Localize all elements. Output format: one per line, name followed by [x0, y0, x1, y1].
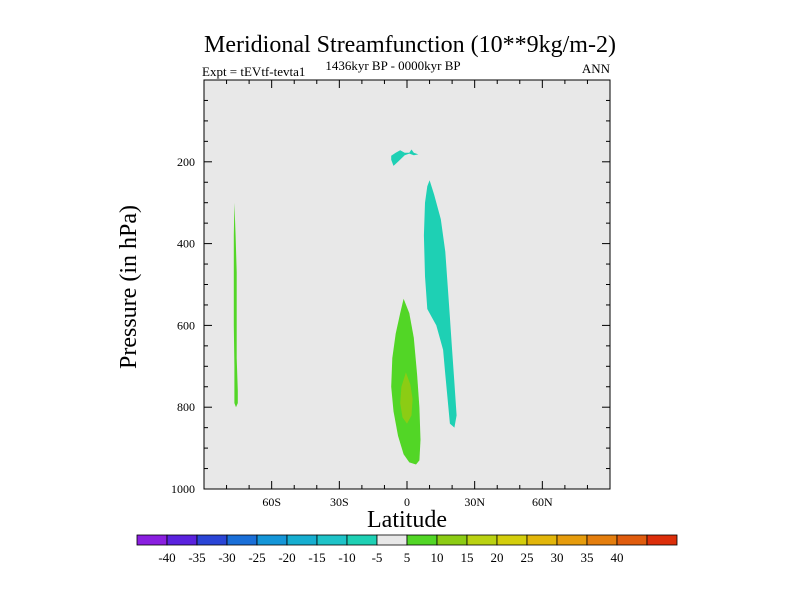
- experiment-label: Expt = tEVtf-tevta1: [202, 64, 305, 79]
- season-label: ANN: [582, 61, 611, 76]
- y-tick-label: 400: [177, 237, 195, 251]
- colorbar-swatch: [166, 534, 198, 546]
- axis-tick-labels: 60S 30S 0 30N 60N 200 400 600 800 1000: [171, 155, 553, 509]
- x-tick-label: 30N: [464, 495, 485, 509]
- x-tick-label: 60S: [262, 495, 281, 509]
- colorbar-swatch: [346, 534, 378, 546]
- colorbar-label: 5: [404, 550, 411, 565]
- colorbar-swatch: [376, 534, 408, 546]
- colorbar-label: -30: [218, 550, 235, 565]
- colorbar-labels: -40 -35 -30 -25 -20 -15 -10 -5 5 10 15 20 25 30 35 40: [158, 550, 623, 565]
- colorbar-label: -10: [338, 550, 355, 565]
- colorbar-label: -25: [248, 550, 265, 565]
- chart-title: Meridional Streamfunction (10**9kg/m-2): [204, 32, 616, 58]
- colorbar-label: -15: [308, 550, 325, 565]
- colorbar-swatch: [136, 534, 168, 546]
- colorbar-swatch: [316, 534, 348, 546]
- x-axis-label: Latitude: [367, 507, 447, 533]
- green-cell-left: [233, 202, 238, 408]
- colorbar-swatch: [406, 534, 438, 546]
- x-tick-label: 60N: [532, 495, 553, 509]
- colorbar-label: -20: [278, 550, 295, 565]
- colorbar-swatch: [256, 534, 288, 546]
- colorbar-swatch: [526, 534, 558, 546]
- colorbar-label: 25: [521, 550, 534, 565]
- yellowgreen-core: [400, 372, 413, 424]
- y-tick-label: 600: [177, 318, 195, 332]
- y-tick-label: 1000: [171, 482, 195, 496]
- colorbar-label: 20: [491, 550, 504, 565]
- cyan-cell-upper: [391, 149, 419, 166]
- colorbar-swatch: [496, 534, 528, 546]
- x-tick-label: 0: [404, 495, 410, 509]
- colorbar-label: -5: [372, 550, 383, 565]
- cyan-cell-large: [423, 180, 457, 428]
- contour-regions: [233, 149, 457, 465]
- colorbar: [136, 534, 678, 546]
- colorbar-label: 35: [581, 550, 594, 565]
- colorbar-swatch: [586, 534, 618, 546]
- colorbar-label: -35: [188, 550, 205, 565]
- colorbar-label: 15: [461, 550, 474, 565]
- colorbar-swatch: [556, 534, 588, 546]
- colorbar-swatch: [286, 534, 318, 546]
- y-axis-label: Pressure (in hPa): [116, 205, 142, 369]
- colorbar-label: 40: [611, 550, 624, 565]
- colorbar-swatch: [196, 534, 228, 546]
- colorbar-swatch: [436, 534, 468, 546]
- x-tick-label: 30S: [330, 495, 349, 509]
- axis-ticks: [203, 79, 611, 490]
- colorbar-swatch: [226, 534, 258, 546]
- y-tick-label: 200: [177, 155, 195, 169]
- colorbar-label: 10: [431, 550, 444, 565]
- colorbar-swatch: [646, 534, 678, 546]
- colorbar-label: -40: [158, 550, 175, 565]
- y-tick-label: 800: [177, 400, 195, 414]
- colorbar-swatch: [616, 534, 648, 546]
- time-range-label: 1436kyr BP - 0000kyr BP: [325, 58, 460, 73]
- colorbar-swatch: [466, 534, 498, 546]
- colorbar-label: 30: [551, 550, 564, 565]
